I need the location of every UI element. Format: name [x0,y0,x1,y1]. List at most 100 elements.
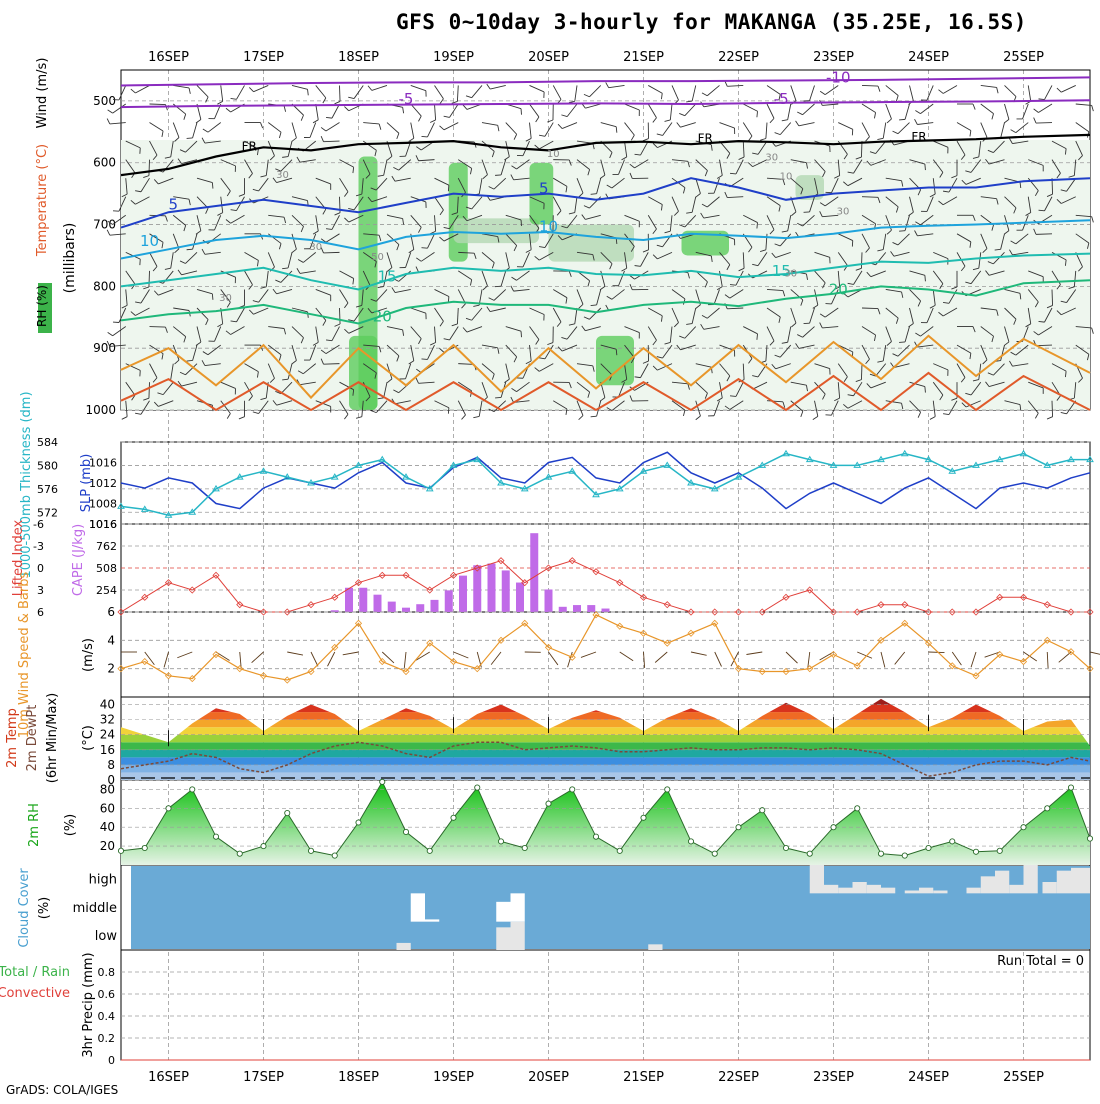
wind-barb-flag [887,119,891,123]
surface-wind-barb [971,652,976,667]
wind-barb [743,104,757,111]
wind-barb-flag [896,96,898,102]
wind-barb-flag [925,275,926,281]
wind-barb-flag [702,93,707,96]
wind-barb-flag [206,97,209,102]
rh-marker [427,848,432,853]
wind-barb [427,123,434,137]
wind-barb [1005,85,1017,96]
isotherm-label: 10 [539,217,558,235]
cape-bar [559,607,567,612]
wind-barb [981,104,994,114]
rh-marker [736,825,741,830]
rh-marker [380,779,385,784]
legend-rh: RH (%) [35,285,49,327]
wind-barb-flag [878,86,880,92]
wind-barb-flag [536,117,539,122]
rh-marker [688,839,693,844]
surface-wind-barb [655,652,667,662]
wind-barb [457,85,458,101]
wind-barb-flag [344,107,348,111]
wind-barb [625,104,640,110]
date-label-bottom: 16SEP [148,1070,189,1085]
cloud-bar-high [1024,865,1038,893]
cloud-bar-middle [496,902,510,922]
isotherm--10 [121,77,1090,85]
wind-barb-flag [616,127,617,133]
rh-marker [261,844,266,849]
wind-speed-line [121,615,1090,680]
date-label-top: 18SEP [338,50,379,65]
wind-tick: 2 [107,662,115,676]
wind-barb [601,123,616,127]
surface-wind-barb [491,652,501,665]
wind-barb [173,123,179,138]
wind-barb-flag [1092,105,1094,111]
wind-barb [363,123,379,124]
wind-barb [435,104,436,120]
wind-barb-flag [187,249,193,250]
wind-barb [372,85,387,90]
wind-barb-flag [108,110,113,113]
temp-tick: 32 [100,713,115,727]
wind-barb [119,85,126,100]
thickness-tick: 584 [37,436,58,449]
wind-barb [886,85,898,95]
cloud-axis-label: Cloud Cover [17,868,32,948]
wind-barb [861,364,862,380]
wind-unit-label: (m/s) [81,638,96,672]
wind-barb-flag [335,101,341,103]
date-label-top: 21SEP [623,50,664,65]
wind-barb-flag [227,414,230,419]
rh-contour-label: 10 [547,149,560,160]
pressure-tick: 1000 [85,403,116,417]
surface-wind-barb [746,652,762,655]
wind-barb [149,160,150,176]
isotherm-label: 20 [829,280,848,298]
wind-barb [589,85,600,96]
rh-marker [546,801,551,806]
wind-barb [1005,104,1009,119]
rh-contour-label: 30 [837,207,850,218]
cloud-bar-low [496,927,510,950]
wind-barb-flag [239,417,245,419]
date-label-top: 25SEP [1003,50,1044,65]
wind-barb-flag [679,113,685,115]
wind-barb [292,85,308,89]
cape-bar [573,605,581,612]
wind-barb [1076,123,1089,132]
wind-barb-flag [925,164,926,170]
wind-barb [444,123,458,130]
cloud-bar-high [1057,871,1071,894]
wind-barb-flag [321,127,326,131]
wind-barb-flag [899,119,905,120]
legend-temperature: Temperature (°C) [35,144,50,257]
wind-barb-flag [561,115,567,117]
isotherm-label: -5 [399,90,414,108]
wind-barb-flag [730,396,736,397]
surface-wind-barb [382,652,394,663]
date-label-bottom: 21SEP [623,1070,664,1085]
isotherm-label: 5 [539,180,549,198]
isotherm-label: -10 [826,68,851,86]
cloud-bar-high [995,871,1009,894]
wind-barb [292,123,296,138]
wind-barb [197,85,208,97]
wind-barb [567,104,577,117]
wind-barb-flag [686,101,692,102]
wind-barb-flag [1061,412,1067,413]
surface-wind-barb [549,652,558,665]
rh-marker [593,834,598,839]
surface-wind-barb [581,652,596,657]
rh-marker [926,845,931,850]
date-label-top: 20SEP [528,50,569,65]
cloud-bar-low [648,944,662,950]
wind-barb [316,104,319,120]
cloud-bar-high [919,888,933,894]
cape-bar [431,600,439,612]
date-label-top: 16SEP [148,50,189,65]
cloud-bar-high [933,891,947,894]
precip-convective-label: Convective [0,986,70,1001]
wind-barb [680,123,695,128]
